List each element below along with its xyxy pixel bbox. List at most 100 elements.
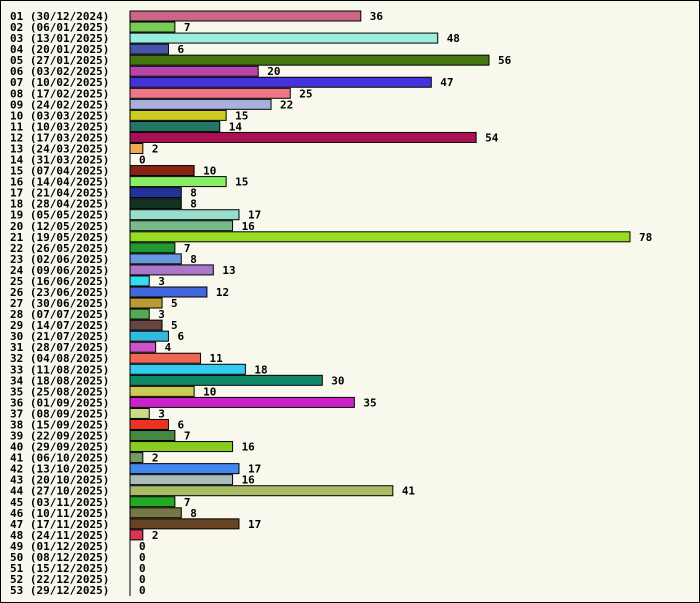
bar	[129, 474, 234, 486]
bar	[129, 209, 240, 221]
bar	[129, 452, 144, 464]
bar	[129, 297, 163, 309]
value-label: 11	[210, 352, 224, 365]
value-label: 5	[171, 297, 178, 310]
value-label: 47	[440, 76, 453, 89]
category-label: 29 (14/07/2025)	[10, 319, 109, 332]
category-label: 35 (25/08/2025)	[10, 385, 109, 398]
value-label: 3	[158, 308, 165, 321]
category-label: 07 (10/02/2025)	[10, 76, 109, 89]
bar	[129, 220, 234, 232]
category-label: 08 (17/02/2025)	[10, 87, 109, 100]
value-label: 0	[139, 154, 146, 167]
bar	[129, 65, 259, 77]
bar	[129, 109, 227, 121]
value-label: 5	[171, 319, 178, 332]
bar	[129, 21, 176, 33]
value-label: 14	[229, 120, 243, 133]
value-label: 4	[165, 341, 172, 354]
bar	[129, 253, 182, 265]
category-label: 21 (19/05/2025)	[10, 231, 109, 244]
value-label: 54	[485, 131, 499, 144]
category-label: 23 (02/06/2025)	[10, 253, 109, 266]
category-label: 51 (15/12/2025)	[10, 562, 109, 575]
value-label: 17	[248, 463, 261, 476]
value-label: 6	[177, 43, 184, 56]
value-label: 2	[152, 529, 159, 542]
bar	[129, 396, 355, 408]
category-label: 28 (07/07/2025)	[10, 308, 109, 321]
bar	[129, 463, 240, 475]
bar	[129, 120, 221, 132]
category-label: 30 (21/07/2025)	[10, 330, 109, 343]
bar	[129, 518, 240, 530]
value-label: 15	[235, 109, 248, 122]
category-label: 22 (26/05/2025)	[10, 242, 109, 255]
bar	[129, 32, 439, 44]
category-label: 24 (09/06/2025)	[10, 264, 109, 277]
value-label: 56	[498, 54, 512, 67]
value-label: 36	[370, 10, 384, 23]
value-label: 16	[242, 441, 256, 454]
category-label: 16 (14/04/2025)	[10, 176, 109, 189]
bar	[129, 407, 150, 419]
value-label: 48	[447, 32, 460, 45]
category-label: 43 (20/10/2025)	[10, 474, 109, 487]
bar	[129, 43, 169, 55]
category-label: 11 (10/03/2025)	[10, 120, 109, 133]
value-label: 8	[190, 507, 197, 520]
category-label: 01 (30/12/2024)	[10, 10, 109, 23]
category-label: 25 (16/06/2025)	[10, 275, 109, 288]
value-label: 17	[248, 209, 261, 222]
bar	[129, 165, 195, 177]
value-label: 78	[639, 231, 652, 244]
category-label: 18 (28/04/2025)	[10, 198, 109, 211]
value-label: 6	[177, 418, 184, 431]
bar	[129, 330, 169, 342]
value-label: 16	[242, 220, 256, 233]
bar	[129, 98, 272, 110]
value-label: 6	[177, 330, 184, 343]
category-label: 50 (08/12/2025)	[10, 551, 109, 564]
bar	[129, 176, 227, 188]
bar	[129, 319, 163, 331]
category-label: 04 (20/01/2025)	[10, 43, 109, 56]
bar	[129, 374, 323, 386]
value-label: 3	[158, 275, 165, 288]
value-label: 0	[139, 573, 146, 586]
value-label: 16	[242, 474, 256, 487]
category-label: 36 (01/09/2025)	[10, 396, 109, 409]
category-label: 40 (29/09/2025)	[10, 441, 109, 454]
category-label: 39 (22/09/2025)	[10, 430, 109, 443]
value-label: 7	[184, 430, 191, 443]
category-label: 14 (31/03/2025)	[10, 154, 109, 167]
category-label: 27 (30/06/2025)	[10, 297, 109, 310]
value-label: 8	[190, 187, 197, 200]
bar	[129, 87, 291, 99]
category-label: 05 (27/01/2025)	[10, 54, 109, 67]
bar	[129, 142, 144, 154]
value-label: 2	[152, 142, 159, 155]
value-label: 18	[254, 363, 267, 376]
bar	[129, 76, 432, 88]
bar	[129, 385, 195, 397]
bar	[129, 308, 150, 320]
bar	[129, 231, 631, 243]
category-label: 45 (03/11/2025)	[10, 496, 109, 509]
category-label: 49 (01/12/2025)	[10, 540, 109, 553]
value-label: 15	[235, 176, 248, 189]
category-label: 32 (04/08/2025)	[10, 352, 109, 365]
bar	[129, 496, 176, 508]
value-label: 8	[190, 253, 197, 266]
category-label: 09 (24/02/2025)	[10, 98, 109, 111]
category-label: 12 (17/03/2025)	[10, 131, 109, 144]
category-label: 41 (06/10/2025)	[10, 452, 109, 465]
value-label: 0	[139, 584, 146, 597]
category-label: 13 (24/03/2025)	[10, 142, 109, 155]
bar	[129, 187, 182, 199]
value-label: 10	[203, 165, 216, 178]
value-label: 22	[280, 98, 293, 111]
category-label: 33 (11/08/2025)	[10, 363, 109, 376]
category-label: 10 (03/03/2025)	[10, 109, 109, 122]
